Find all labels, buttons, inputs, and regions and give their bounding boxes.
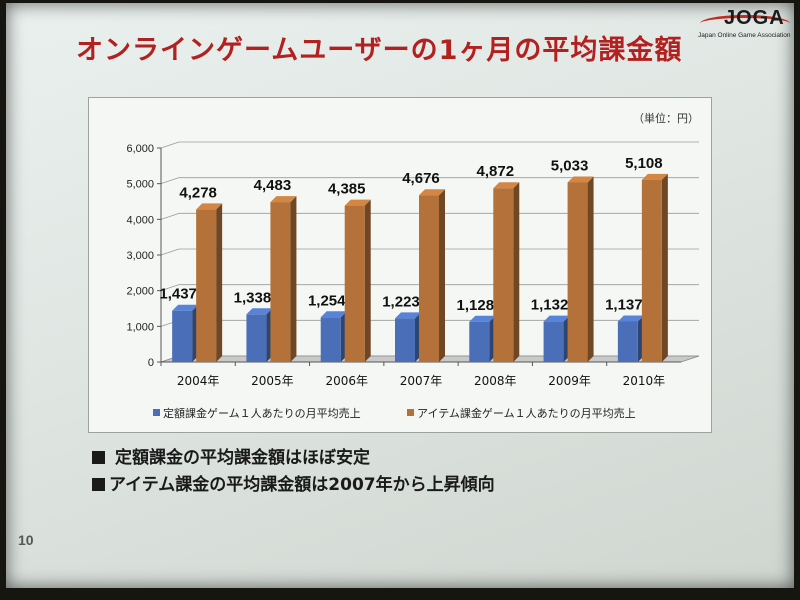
legend-swatch [407,409,414,416]
y-tick-label: 6,000 [126,143,154,155]
bar-item-2007年-side [439,189,445,362]
x-tick-label: 2006年 [325,374,368,388]
data-label: 1,437 [159,286,197,303]
logo-swoosh-icon [700,15,790,32]
bar-fixed-2008年 [469,321,490,362]
bar-item-2006年-top [344,199,371,206]
bar-item-2010年-top [641,173,668,180]
x-tick-label: 2010年 [623,374,666,388]
grid-line-depth [160,284,180,292]
legend-label: アイテム課金ゲーム１人あたりの月平均売上 [417,406,636,420]
grid-line-depth [160,141,180,149]
x-tick-label: 2009年 [548,374,591,388]
unit-label: （単位：円） [633,111,699,125]
bullet-text: アイテム課金の平均課金額は2007年から上昇傾向 [109,475,495,495]
grid-line-depth [160,212,180,220]
y-tick-label: 2,000 [126,286,154,298]
grid-line-depth [160,177,180,185]
logo-subtext: Japan Online Game Association [698,32,791,39]
bar-fixed-2010年 [617,321,638,362]
bar-item-2005年-top [270,196,297,203]
bar-fixed-2005年 [246,314,267,362]
legend-swatch [153,409,160,416]
bar-fixed-2009年-top [543,315,570,322]
y-tick-label: 3,000 [126,250,154,262]
bar-item-2004年 [196,209,217,362]
bar-item-2008年-top [493,182,520,189]
x-tick-label: 2008年 [474,374,517,388]
bar-fixed-2008年-top [469,315,496,322]
bar-fixed-2005年-top [246,308,273,315]
data-label: 1,132 [531,297,569,314]
bar-fixed-2007年-top [395,312,421,319]
bar-fixed-2006年 [320,317,341,362]
bar-item-2009年-top [567,176,594,183]
bar-item-2005年-side [290,196,297,362]
bullet-square-icon [92,478,105,491]
data-label: 1,338 [234,289,272,306]
bar-item-2007年-top [419,189,445,196]
bar-item-2007年 [419,195,439,362]
data-label: 1,254 [308,292,346,309]
bar-item-2010年 [641,179,662,362]
bar-item-2008年-side [513,182,520,362]
data-label: 4,278 [179,184,217,201]
bar-fixed-2004年 [172,310,193,362]
bar-item-2009年-side [587,176,594,362]
slide: オンラインゲームユーザーの1ヶ月の平均課金額 JOGA Japan Online… [6,3,794,588]
bar-item-2005年 [270,202,291,362]
bullet-text: 定額課金の平均課金額はほぼ安定 [115,448,370,468]
x-tick-label: 2007年 [400,374,443,388]
bar-item-2008年 [493,188,514,362]
data-label: 4,483 [254,177,292,194]
bar-item-2006年 [344,205,365,362]
data-label: 4,872 [477,163,515,180]
data-label: 1,223 [382,293,420,310]
data-label: 1,137 [605,296,643,313]
grid-line-depth [160,248,180,256]
bar-fixed-2006年-top [320,311,347,318]
data-label: 5,033 [551,157,589,174]
bar-fixed-2009年 [543,321,564,362]
x-tick-label: 2004年 [177,374,220,388]
y-tick-label: 5,000 [126,179,154,191]
bar-item-2009年 [567,182,588,362]
legend-label: 定額課金ゲーム１人あたりの月平均売上 [163,406,361,420]
bar-item-2006年-side [364,199,371,362]
bullet-square-icon [92,451,105,464]
bar-chart: 0 1,000 2,000 3,000 4,000 5,000 6,000 （単位：円） 200… [126,111,700,420]
bar-fixed-2004年-top [172,304,199,311]
data-label: 4,676 [402,170,440,187]
bar-item-2004年-top [196,203,223,210]
data-label: 5,108 [625,155,663,172]
bar-fixed-2010年-top [617,315,644,322]
x-tick-label: 2005年 [251,374,294,388]
bar-item-2010年-side [661,173,668,362]
y-tick-label: 0 [148,357,154,369]
bar-item-2004年-side [216,203,223,362]
bar-fixed-2007年 [395,318,415,362]
chart-container: 0 1,000 2,000 3,000 4,000 5,000 6,000 （単位：円） 200… [88,97,712,433]
y-tick-label: 1,000 [126,321,154,333]
logo-mark: JOGA [724,7,785,29]
data-label: 1,128 [457,297,495,314]
joga-logo: JOGA Japan Online Game Association [694,7,794,49]
slide-title: オンラインゲームユーザーの1ヶ月の平均課金額 [76,35,683,66]
bullet-item-billing: アイテム課金の平均課金額は2007年から上昇傾向 [92,470,495,495]
page-number: 10 [18,532,34,548]
bullet-fixed-billing: 定額課金の平均課金額はほぼ安定 [92,443,370,468]
data-label: 4,385 [328,181,366,198]
y-tick-label: 4,000 [126,214,154,226]
